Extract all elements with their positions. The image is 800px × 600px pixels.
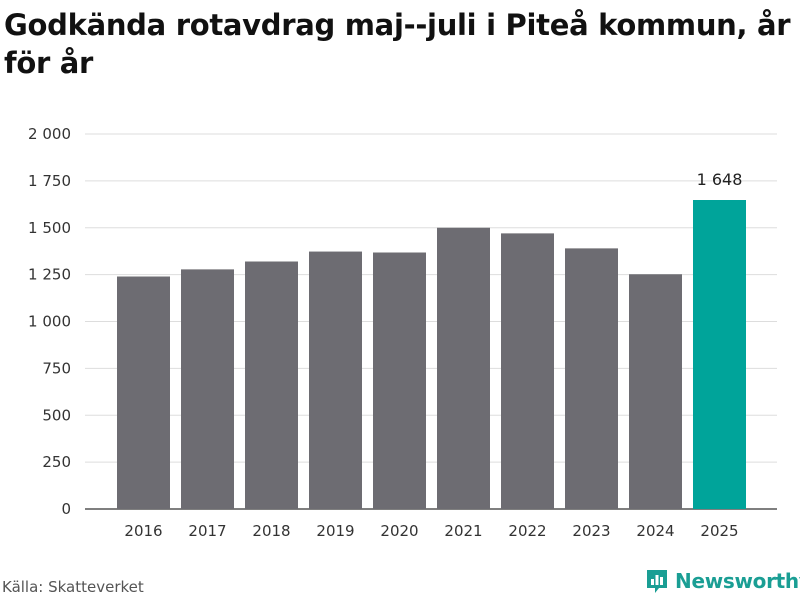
bar-2020 [373, 252, 426, 509]
y-tick-label: 1 000 [28, 313, 71, 331]
bar-2017 [181, 269, 234, 509]
x-tick-label: 2023 [572, 522, 610, 540]
source-note: Källa: Skatteverket [2, 578, 144, 596]
y-tick-label: 250 [42, 453, 71, 471]
y-tick-label: 750 [42, 359, 71, 377]
y-tick-label: 2 000 [28, 125, 71, 143]
y-tick-label: 0 [61, 500, 71, 518]
bar-2024 [629, 274, 682, 509]
y-tick-label: 1 250 [28, 266, 71, 284]
x-tick-label: 2025 [700, 522, 738, 540]
x-tick-label: 2016 [124, 522, 162, 540]
axis-labels: 0 250 500 750 1 000 1 250 1 500 1 750 2 000 2016 2… [28, 125, 742, 540]
bar-2021 [437, 227, 490, 509]
bar-chart-logo-icon [647, 570, 667, 593]
x-tick-label: 2022 [508, 522, 546, 540]
brand-logo: Newsworthy [645, 568, 800, 594]
chart-title: Godkända rotavdrag maj--juli i Piteå kom… [4, 8, 791, 80]
x-tick-label: 2019 [316, 522, 354, 540]
x-tick-label: 2017 [188, 522, 226, 540]
y-tick-label: 500 [42, 406, 71, 424]
x-tick-label: 2024 [636, 522, 674, 540]
bar-2016 [117, 276, 170, 509]
y-tick-label: 1 500 [28, 219, 71, 237]
bar-2023 [565, 248, 618, 509]
bar-2022 [501, 233, 554, 509]
bar-2019 [309, 251, 362, 509]
x-tick-label: 2021 [444, 522, 482, 540]
bar-2025 [693, 200, 746, 509]
x-tick-label: 2020 [380, 522, 418, 540]
brand-name: Newsworthy [675, 569, 800, 593]
data-label: 1 648 [697, 170, 743, 189]
x-tick-label: 2018 [252, 522, 290, 540]
bar-2018 [245, 261, 298, 509]
bars [117, 200, 746, 509]
y-tick-label: 1 750 [28, 172, 71, 190]
